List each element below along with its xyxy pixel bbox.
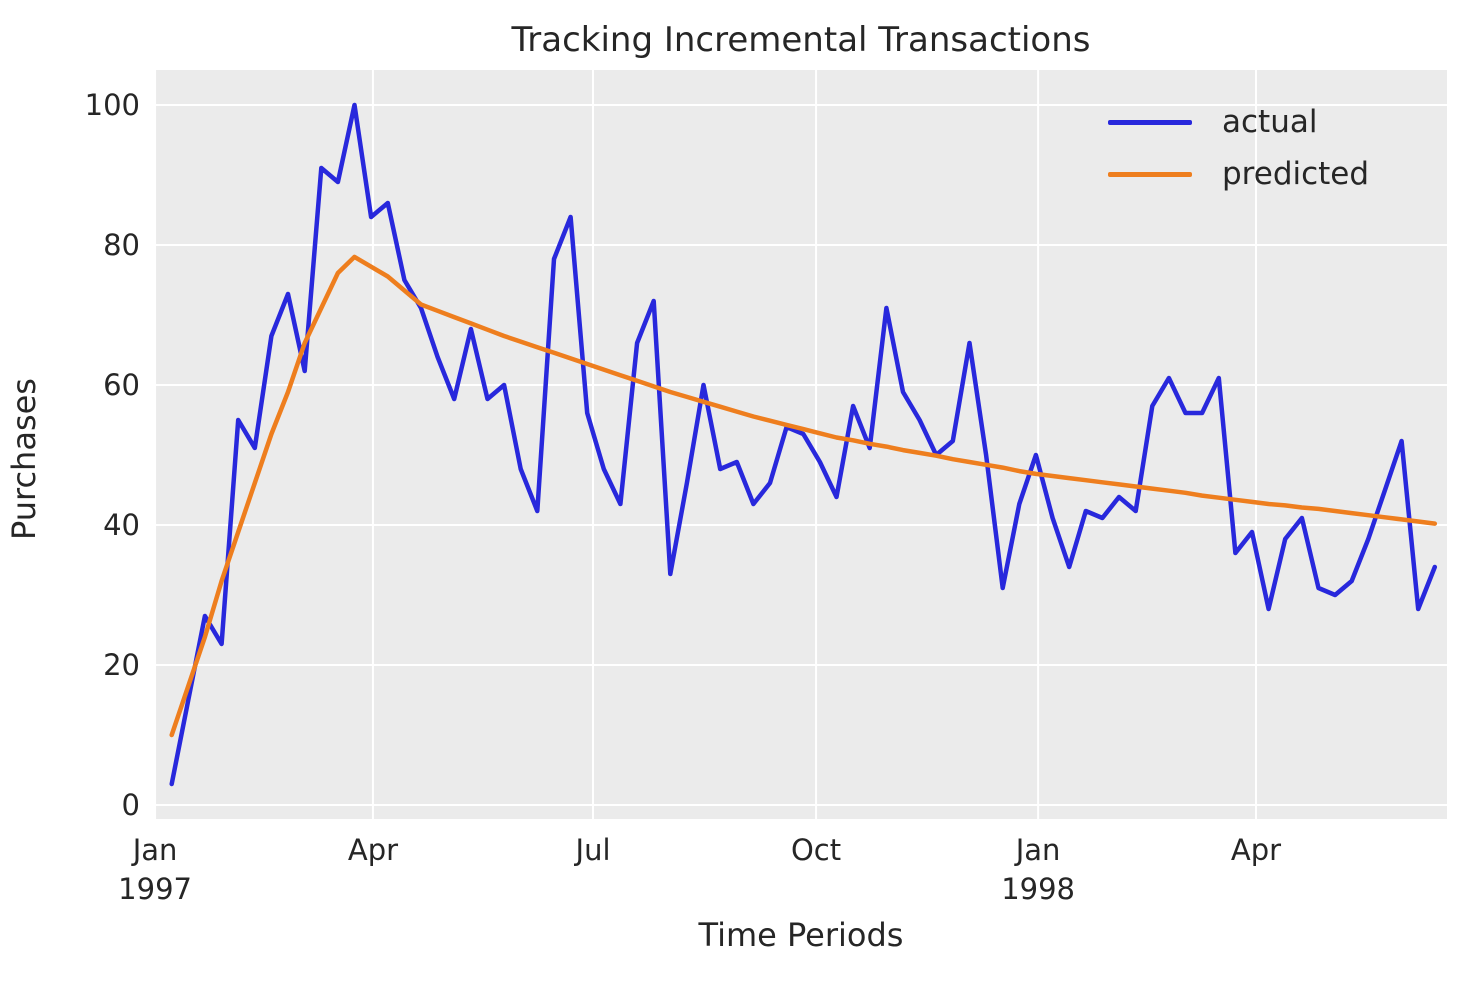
legend-entry-actual: actual bbox=[1108, 104, 1369, 140]
actual-line bbox=[169, 102, 1438, 787]
y-tick-label: 20 bbox=[103, 648, 140, 682]
x-tick-label: Apr bbox=[1230, 833, 1282, 867]
x-tick-label: Jul bbox=[575, 833, 611, 867]
legend-label-predicted: predicted bbox=[1222, 156, 1370, 192]
chart-title: Tracking Incremental Transactions bbox=[511, 20, 1091, 60]
legend-label-actual: actual bbox=[1222, 104, 1318, 140]
x-tick-year-label: 1998 bbox=[1001, 872, 1075, 907]
y-tick-label: 60 bbox=[103, 368, 140, 402]
x-tick-label: Jan 1997 bbox=[75, 831, 235, 909]
y-tick-label: 100 bbox=[84, 88, 140, 122]
x-tick-year-label: 1997 bbox=[118, 872, 192, 907]
legend: actual predicted bbox=[1108, 104, 1369, 192]
x-axis-label: Time Periods bbox=[698, 916, 904, 954]
x-tick-label: Apr bbox=[347, 833, 399, 867]
legend-entry-predicted: predicted bbox=[1108, 156, 1369, 192]
y-tick-label: 80 bbox=[103, 228, 140, 262]
y-tick-label: 0 bbox=[121, 788, 140, 822]
predicted-line bbox=[169, 254, 1438, 738]
y-axis-label: Purchases bbox=[5, 378, 43, 540]
predicted-line-swatch bbox=[1108, 171, 1192, 177]
plot-area bbox=[155, 70, 1447, 819]
x-tick-label: Oct bbox=[790, 833, 842, 867]
x-tick-label: Jan 1998 bbox=[958, 831, 1118, 909]
y-tick-label: 40 bbox=[103, 508, 140, 542]
actual-line-swatch bbox=[1108, 119, 1192, 125]
